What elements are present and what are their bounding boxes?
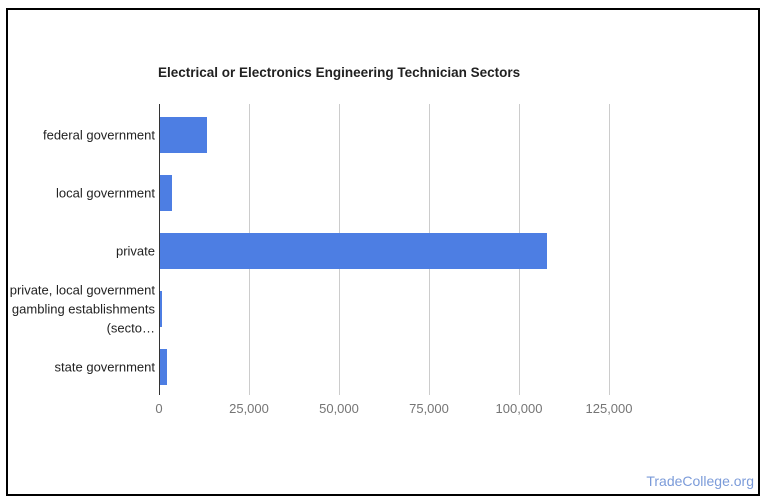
bar-local-government[interactable] [160,175,172,211]
category-label: private, local government gambling estab… [9,282,155,336]
x-tick-label: 25,000 [229,401,269,416]
category-label: state government [54,359,155,375]
x-tick-label: 0 [155,401,163,416]
bar-state-government[interactable] [160,349,167,385]
bar-federal-government[interactable] [160,117,207,153]
x-tick-label: 75,000 [409,401,449,416]
category-label: private [115,243,155,259]
x-tick-label: 125,000 [585,401,633,416]
category-label: federal government [42,127,155,143]
y-axis-line [159,104,160,395]
watermark-link[interactable]: TradeCollege.org [646,473,754,489]
x-tick-label: 100,000 [495,401,543,416]
bar-private[interactable] [160,233,547,269]
bar-private-local-government-gambling-establishments-secto[interactable] [160,291,162,327]
chart-title: Electrical or Electronics Engineering Te… [158,65,521,80]
x-tick-label: 50,000 [319,401,359,416]
category-label: local government [56,185,155,201]
gridline [609,104,610,395]
